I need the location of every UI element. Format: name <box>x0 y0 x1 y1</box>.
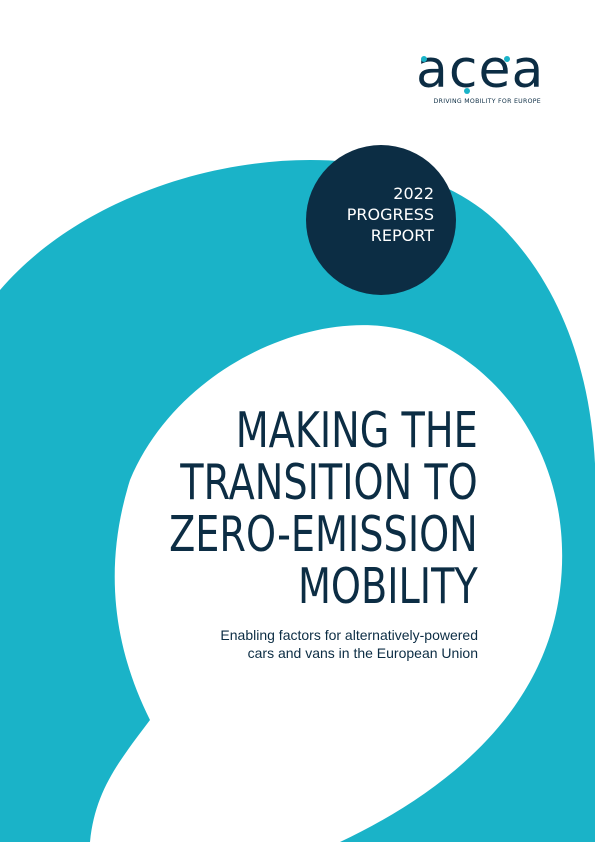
badge-year: 2022 <box>393 184 434 203</box>
badge-line-report: REPORT <box>370 226 434 245</box>
title-line: ZERO-EMISSION <box>169 506 478 563</box>
logo-dot-icon <box>464 88 470 94</box>
report-badge: 2022 PROGRESS REPORT <box>306 145 456 295</box>
logo-tagline: DRIVING MOBILITY FOR EUROPE <box>433 98 541 105</box>
acea-logo: acea DRIVING MOBILITY FOR EUROPE <box>416 40 545 105</box>
title-line: MOBILITY <box>298 558 478 615</box>
badge-text: 2022 PROGRESS REPORT <box>306 183 434 246</box>
title-line: MAKING THE <box>235 402 478 459</box>
subtitle-line: cars and vans in the European Union <box>247 645 478 661</box>
badge-line-progress: PROGRESS <box>346 205 434 224</box>
title-line: TRANSITION TO <box>180 454 478 511</box>
logo-dot-icon <box>421 56 427 62</box>
logo-wordmark: acea <box>416 40 545 100</box>
logo-dot-icon <box>504 56 510 62</box>
report-subtitle: Enabling factors for alternatively-power… <box>220 626 478 662</box>
report-title: MAKING THE TRANSITION TO ZERO-EMISSION M… <box>169 405 478 613</box>
subtitle-line: Enabling factors for alternatively-power… <box>220 627 478 643</box>
